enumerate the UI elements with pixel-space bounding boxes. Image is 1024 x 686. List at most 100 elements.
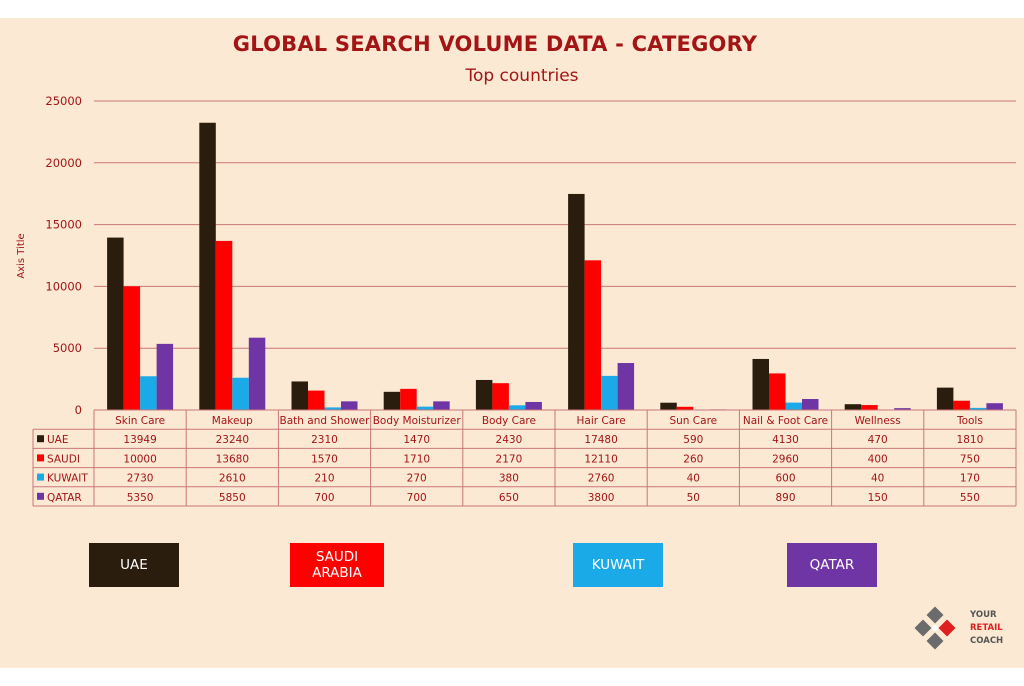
data-value: 750 bbox=[960, 453, 980, 465]
data-value: 170 bbox=[960, 473, 980, 485]
y-tick-label: 10000 bbox=[45, 279, 82, 293]
data-value: 650 bbox=[499, 492, 519, 504]
data-value: 470 bbox=[868, 434, 888, 446]
data-value: 890 bbox=[775, 492, 795, 504]
data-value: 13949 bbox=[123, 434, 156, 446]
legend-key-uae bbox=[37, 435, 44, 443]
legend-saudi-box: SAUDI ARABIA bbox=[290, 543, 384, 587]
data-value: 260 bbox=[683, 453, 703, 465]
category-label: Skin Care bbox=[115, 415, 165, 427]
bar-qatar bbox=[894, 408, 911, 410]
data-value: 40 bbox=[687, 473, 700, 485]
data-value: 12110 bbox=[584, 453, 617, 465]
data-value: 2760 bbox=[588, 473, 615, 485]
data-value: 600 bbox=[775, 473, 795, 485]
bar-saudi bbox=[492, 383, 509, 410]
data-value: 2170 bbox=[496, 453, 523, 465]
bar-qatar bbox=[248, 337, 266, 410]
y-tick-label: 5000 bbox=[53, 341, 82, 355]
data-value: 700 bbox=[407, 492, 427, 504]
data-value: 1470 bbox=[403, 434, 430, 446]
series-label: QATAR bbox=[47, 492, 82, 504]
bar-saudi bbox=[676, 406, 694, 410]
bar-kuwait bbox=[416, 406, 434, 410]
series-label: UAE bbox=[47, 434, 69, 446]
data-value: 5850 bbox=[219, 492, 246, 504]
bar-uae bbox=[199, 122, 216, 410]
logo-text-line2: RETAIL bbox=[970, 623, 1003, 633]
bar-saudi bbox=[861, 405, 878, 410]
legend-qatar-label: QATAR bbox=[809, 557, 855, 573]
bar-kuwait bbox=[601, 375, 618, 410]
logo-icon bbox=[914, 606, 956, 650]
data-value: 400 bbox=[868, 453, 888, 465]
legend-uae-label: UAE bbox=[120, 557, 148, 573]
legend-key-saudi bbox=[37, 454, 44, 462]
bar-uae bbox=[475, 379, 493, 410]
bar-uae bbox=[383, 391, 401, 410]
legend-kuwait-box: KUWAIT bbox=[573, 543, 663, 587]
category-label: Bath and Shower bbox=[280, 415, 371, 427]
bar-saudi bbox=[953, 400, 970, 410]
data-value: 50 bbox=[687, 492, 700, 504]
bar-uae bbox=[936, 387, 954, 410]
bar-uae bbox=[752, 358, 769, 410]
y-axis-title: Axis Title bbox=[16, 233, 27, 278]
bar-saudi bbox=[584, 260, 602, 410]
y-tick-label: 15000 bbox=[45, 218, 82, 232]
chart-subtitle: Top countries bbox=[465, 66, 579, 86]
bar-kuwait bbox=[324, 407, 341, 410]
bar-qatar bbox=[617, 363, 635, 410]
bar-qatar bbox=[986, 403, 1003, 410]
bar-saudi bbox=[123, 286, 141, 410]
bar-uae bbox=[107, 237, 124, 410]
data-value: 590 bbox=[683, 434, 703, 446]
data-value: 2430 bbox=[496, 434, 523, 446]
logo-text-line1: YOUR bbox=[970, 610, 997, 620]
data-value: 10000 bbox=[123, 453, 156, 465]
bar-qatar bbox=[156, 343, 174, 410]
bar-qatar bbox=[525, 401, 542, 410]
bar-uae bbox=[568, 193, 585, 410]
category-label: Wellness bbox=[855, 415, 901, 427]
category-label: Body Care bbox=[482, 415, 536, 427]
bar-uae bbox=[291, 381, 308, 410]
data-value: 2960 bbox=[772, 453, 799, 465]
category-label: Sun Care bbox=[669, 415, 717, 427]
data-value: 2610 bbox=[219, 473, 246, 485]
bar-uae bbox=[660, 402, 677, 410]
bar-kuwait bbox=[785, 402, 802, 410]
data-value: 5350 bbox=[127, 492, 154, 504]
bar-uae bbox=[844, 404, 862, 410]
brand-logo: YOUR RETAIL COACH bbox=[914, 605, 1014, 655]
series-label: SAUDI bbox=[47, 453, 80, 465]
data-value: 1810 bbox=[957, 434, 984, 446]
legend-key-kuwait bbox=[37, 473, 44, 481]
category-label: Hair Care bbox=[576, 415, 625, 427]
data-value: 2310 bbox=[311, 434, 338, 446]
series-label: KUWAIT bbox=[47, 473, 88, 485]
legend-key-qatar bbox=[37, 492, 44, 500]
bar-kuwait bbox=[140, 376, 157, 410]
logo-text-line3: COACH bbox=[970, 636, 1004, 646]
bar-qatar bbox=[341, 401, 358, 410]
data-value: 150 bbox=[868, 492, 888, 504]
bar-saudi bbox=[400, 388, 417, 410]
chart-title: GLOBAL SEARCH VOLUME DATA - CATEGORY bbox=[232, 32, 758, 56]
legend-saudi-label: SAUDI ARABIA bbox=[312, 549, 362, 581]
data-value: 17480 bbox=[584, 434, 617, 446]
data-value: 210 bbox=[314, 473, 334, 485]
y-tick-label: 25000 bbox=[45, 94, 82, 108]
bar-saudi bbox=[769, 373, 786, 410]
bar-kuwait bbox=[508, 405, 526, 410]
bar-qatar bbox=[802, 398, 819, 410]
bar-saudi bbox=[215, 240, 233, 410]
bar-qatar bbox=[433, 401, 450, 410]
category-label: Makeup bbox=[212, 415, 253, 427]
data-value: 550 bbox=[960, 492, 980, 504]
data-value: 4130 bbox=[772, 434, 799, 446]
legend-qatar-box: QATAR bbox=[787, 543, 877, 587]
bar-saudi bbox=[308, 390, 325, 410]
legend-uae-box: UAE bbox=[89, 543, 179, 587]
